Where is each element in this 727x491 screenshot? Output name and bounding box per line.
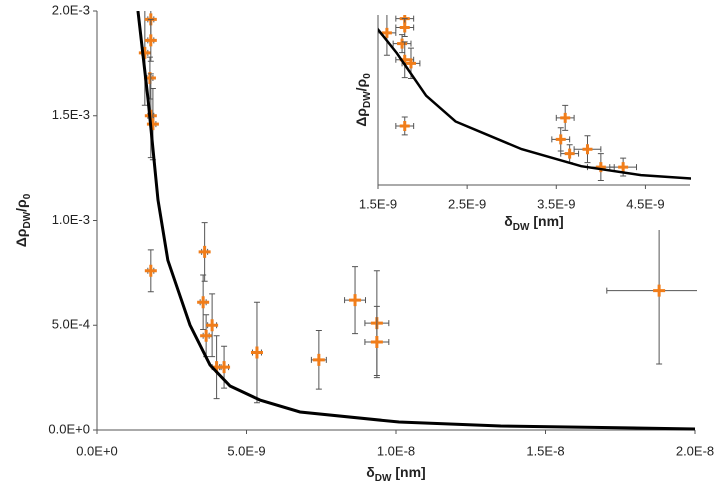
point	[200, 329, 213, 342]
point	[595, 162, 606, 173]
point	[399, 120, 410, 131]
y-tick-label: 2.0E-3	[52, 2, 90, 17]
x-axis-label-part: [nm]	[529, 213, 563, 229]
point	[405, 58, 416, 69]
point	[370, 336, 383, 349]
point	[349, 294, 362, 307]
y-axis-label-part: 0	[362, 73, 373, 79]
x-tick-label: 3.5E-9	[537, 196, 575, 211]
plot-area	[136, 11, 697, 431]
x-axis-label-part: [nm]	[391, 464, 425, 480]
y-axis-label-part: /ρ	[353, 78, 369, 91]
inset-background	[338, 10, 698, 230]
y-axis-label: ΔρDW/ρ0	[13, 193, 33, 247]
point	[399, 22, 410, 33]
point	[716, 156, 726, 166]
x-tick-label: 4.5E-9	[626, 196, 664, 211]
y-error-bar	[718, 139, 724, 182]
y-tick-label: 0.0E+0	[48, 421, 90, 436]
point	[618, 162, 629, 173]
x-axis-label-part: DW	[375, 473, 392, 484]
point	[146, 118, 159, 131]
y-tick-label: 5.0E-4	[52, 317, 90, 332]
point	[197, 296, 210, 309]
y-tick-label: 1.5E-3	[52, 107, 90, 122]
x-axis-label: δDW [nm]	[504, 213, 563, 233]
point	[144, 34, 157, 47]
y-axis-label-part: Δρ	[353, 108, 369, 127]
x-tick-label: 5.0E-9	[227, 443, 265, 458]
error-bar	[310, 329, 327, 390]
point	[218, 361, 231, 374]
x-axis-label-part: DW	[513, 222, 530, 233]
x-tick-label: 0.0E+0	[76, 443, 118, 458]
y-axis-label-part: DW	[362, 91, 373, 108]
point	[555, 134, 566, 145]
x-tick-label: 2.0E-8	[676, 443, 714, 458]
error-bar	[344, 266, 367, 335]
point	[312, 353, 325, 366]
point	[582, 144, 593, 155]
error-bar	[708, 139, 727, 182]
point	[198, 245, 211, 258]
plot-area	[378, 15, 727, 182]
point	[560, 112, 571, 123]
x-axis-label-part: δ	[504, 213, 513, 229]
y-axis-label-part: /ρ	[13, 199, 29, 212]
x-tick-label: 2.5E-9	[448, 196, 486, 211]
x-tick-label: 1.0E-8	[377, 443, 415, 458]
point	[250, 346, 263, 359]
point	[138, 46, 151, 59]
point	[397, 38, 408, 49]
point	[653, 284, 666, 297]
x-axis-label: δDW [nm]	[366, 464, 425, 484]
point	[381, 27, 392, 38]
y-axis-label-part: DW	[22, 211, 33, 228]
x-axis-label-part: δ	[366, 464, 375, 480]
point	[564, 148, 575, 159]
y-axis-label: ΔρDW/ρ0	[353, 73, 373, 127]
x-error-bar	[708, 158, 727, 164]
point	[206, 319, 219, 332]
y-axis-label-part: Δρ	[13, 228, 29, 247]
y-axis-label-part: 0	[22, 193, 33, 199]
y-tick-label: 1.0E-3	[52, 212, 90, 227]
point	[144, 264, 157, 277]
x-tick-label: 1.5E-9	[359, 196, 397, 211]
fit-curve	[378, 27, 691, 180]
fit-curve	[136, 11, 696, 431]
x-tick-label: 1.5E-8	[526, 443, 564, 458]
